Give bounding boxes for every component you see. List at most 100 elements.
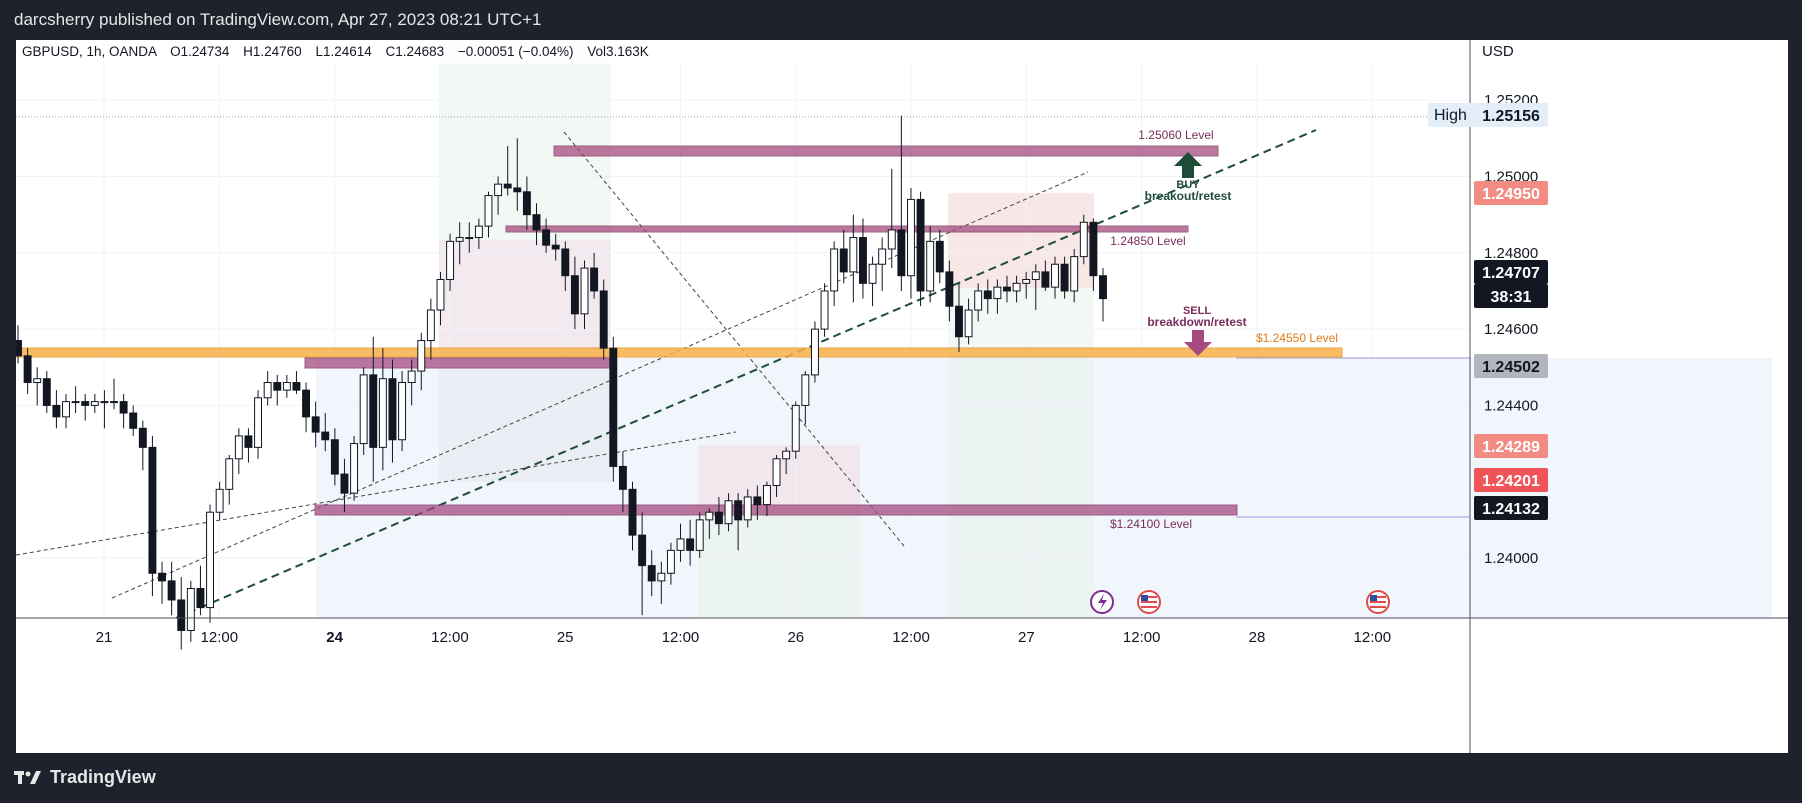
price-chart[interactable]: 1.25060 Level 1.24850 Level $1.24550 Lev…	[16, 40, 1788, 753]
time-tick-label: 12:00	[1354, 629, 1392, 646]
candle-down	[167, 580, 176, 601]
candle-up	[455, 237, 464, 242]
candle-up	[465, 237, 474, 240]
candle-down	[513, 187, 522, 193]
candle-up	[484, 195, 493, 227]
candle-up	[254, 397, 263, 448]
price-tag-label-box	[1428, 103, 1474, 127]
candle-up	[849, 237, 858, 273]
candle-down	[570, 275, 579, 315]
price-tag-value: 1.24132	[1482, 501, 1540, 518]
buy-label: BUY	[1176, 179, 1200, 191]
chart-panel[interactable]: 1.25060 Level 1.24850 Level $1.24550 Lev…	[16, 40, 1788, 753]
shaded-zone	[948, 193, 1094, 288]
level-label-125060: 1.25060 Level	[1138, 128, 1213, 142]
candle-down	[897, 229, 906, 277]
candle-up	[350, 443, 359, 494]
price-tag-box	[1474, 354, 1548, 378]
brand-label: TradingView	[50, 767, 156, 787]
price-tag-value: 1.24289	[1482, 439, 1540, 456]
ohlc-low: L1.24614	[315, 44, 372, 59]
candle-down	[590, 267, 599, 292]
candle-down	[119, 401, 128, 414]
candle-up	[100, 401, 109, 404]
candle-down	[311, 416, 320, 433]
candle-down	[330, 439, 339, 475]
tradingview-logo-icon	[14, 770, 41, 784]
trend-line-dashed-thin	[111, 171, 1089, 599]
candle-down	[916, 198, 925, 292]
candle-down	[561, 248, 570, 277]
candle-down	[321, 431, 330, 441]
level-zone-124100	[314, 504, 1238, 516]
candle-down	[935, 240, 944, 273]
price-tag-box	[1474, 260, 1548, 284]
candle-down	[196, 588, 205, 609]
candle-up	[762, 485, 771, 506]
candle-up	[1022, 279, 1031, 284]
candle-down	[955, 305, 963, 338]
candle-down	[609, 347, 618, 467]
candle-up	[1051, 263, 1059, 288]
candle-up	[263, 382, 272, 399]
candle-up	[225, 458, 234, 490]
trend-line-dashed-thin	[563, 131, 905, 547]
ohlc-change: −0.00051 (−0.04%)	[458, 44, 574, 59]
candle-up	[206, 511, 214, 609]
candle-down	[858, 237, 867, 284]
candle-down	[52, 404, 61, 418]
candle-up	[868, 263, 877, 284]
candle-up	[993, 286, 1002, 300]
time-tick-label: 28	[1249, 629, 1266, 646]
candle-up	[62, 401, 70, 418]
lightning-icon[interactable]	[1090, 590, 1114, 614]
candle-down	[734, 500, 743, 521]
candle-down	[532, 214, 541, 231]
price-tag-box	[1474, 496, 1548, 520]
candle-up	[820, 290, 829, 330]
sell-arrow	[1184, 330, 1212, 356]
price-tag-value: 1.25156	[1482, 108, 1540, 125]
candle-down	[1003, 286, 1011, 292]
candle-down	[714, 511, 723, 525]
candle-down	[81, 401, 90, 406]
price-tag-box	[1474, 103, 1548, 127]
candle-up	[1079, 221, 1088, 258]
sell-sublabel: breakdown/retest	[1147, 315, 1246, 329]
candle-up	[801, 374, 810, 406]
candle-up	[926, 240, 935, 292]
price-tag-box	[1474, 181, 1548, 205]
candle-up	[782, 450, 791, 460]
candle-down	[42, 378, 51, 406]
candle-up	[772, 458, 781, 487]
us-flag-icon[interactable]	[1366, 590, 1390, 614]
ohlc-close: C1.24683	[386, 44, 445, 59]
time-tick-label: 12:00	[431, 629, 469, 646]
candle-down	[138, 427, 147, 448]
candle-up	[90, 401, 99, 406]
level-zone-124550-orange	[16, 347, 1343, 358]
candle-down	[129, 412, 138, 429]
candle-down	[292, 382, 301, 391]
candle-up	[743, 496, 752, 521]
candle-up	[810, 328, 819, 376]
level-zone-125060	[553, 145, 1219, 157]
candle-down	[369, 374, 378, 448]
candle-down	[542, 229, 551, 246]
candle-up	[657, 572, 666, 582]
candle-up	[282, 382, 291, 391]
symbol-info: GBPUSD, 1h, OANDA O1.24734 H1.24760 L1.2…	[16, 40, 649, 64]
candle-down	[1099, 275, 1107, 300]
candle-up	[215, 488, 224, 513]
candle-up	[1031, 271, 1040, 281]
candle-up	[186, 588, 195, 631]
price-tag-value: 1.24502	[1482, 359, 1540, 376]
candle-up	[695, 519, 704, 551]
candle-down	[686, 538, 695, 551]
candle-down	[599, 290, 608, 349]
us-flag-icon[interactable]	[1137, 590, 1161, 614]
price-tag-box	[1474, 434, 1548, 458]
trend-line-dashed-thin	[16, 431, 737, 556]
candle-down	[388, 378, 397, 441]
